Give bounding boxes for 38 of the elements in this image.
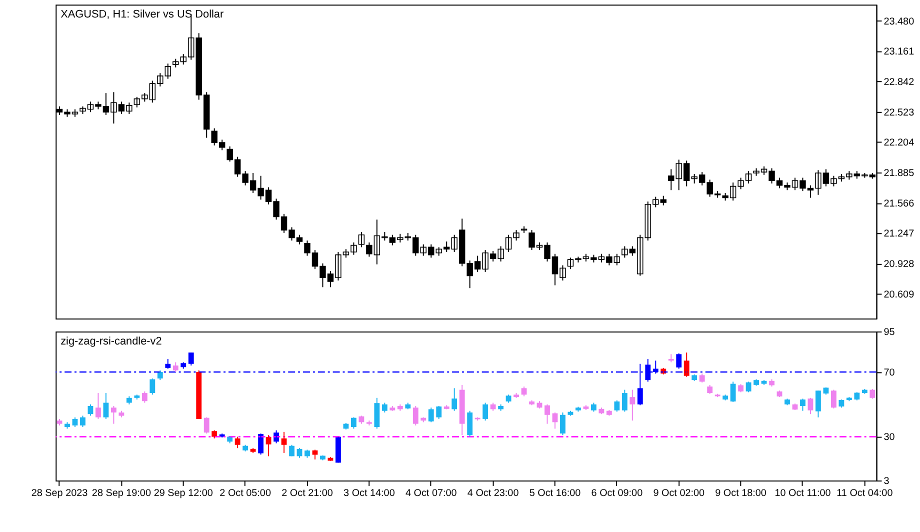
x-tick-label: 2 Oct 05:00 — [220, 488, 272, 499]
y-tick-label: 20.609 — [884, 289, 915, 300]
x-tick-label: 3 Oct 14:00 — [344, 488, 396, 499]
y-tick-label: 3 — [884, 476, 890, 487]
candlestick — [714, 393, 720, 398]
chart-title: XAGUSD, H1: Silver vs US Dollar — [60, 8, 224, 21]
candlestick — [660, 195, 666, 206]
x-tick-label: 11 Oct 04:00 — [836, 488, 894, 499]
x-tick-label: 9 Oct 18:00 — [715, 488, 767, 499]
y-tick-label: 95 — [884, 326, 896, 338]
chart-title: zig-zag-rsi-candle-v2 — [60, 335, 162, 348]
candlestick — [544, 404, 550, 424]
x-tick-label: 5 Oct 16:00 — [529, 488, 582, 499]
candlestick — [576, 406, 581, 412]
candlestick — [846, 396, 852, 402]
x-tick-label: 10 Oct 11:00 — [774, 488, 832, 499]
candlestick — [520, 226, 528, 234]
y-tick-label: 23.161 — [884, 46, 915, 58]
y-tick-label: 21.247 — [884, 228, 915, 240]
x-tick-label: 6 Oct 09:00 — [591, 488, 644, 499]
candlestick — [366, 420, 372, 426]
x-tick-label: 29 Sep 12:00 — [154, 488, 214, 499]
x-tick-label: 4 Oct 23:00 — [467, 488, 520, 499]
y-tick-label: 22.523 — [884, 107, 915, 118]
y-tick-label: 23.480 — [884, 16, 915, 28]
y-tick-label: 22.842 — [884, 76, 915, 88]
x-tick-label: 4 Oct 07:00 — [405, 488, 458, 499]
y-tick-label: 22.204 — [884, 138, 915, 149]
y-tick-label: 20.928 — [884, 259, 915, 270]
y-tick-label: 70 — [884, 367, 896, 378]
y-tick-label: 30 — [884, 432, 896, 444]
x-tick-label: 28 Sep 2023 — [31, 488, 88, 499]
x-tick-label: 2 Oct 21:00 — [282, 488, 334, 499]
x-tick-label: 28 Sep 19:00 — [92, 488, 152, 499]
y-tick-label: 21.566 — [884, 198, 915, 210]
y-tick-label: 21.885 — [884, 168, 915, 179]
candlestick — [390, 405, 396, 412]
x-tick-label: 9 Oct 02:00 — [653, 488, 705, 499]
